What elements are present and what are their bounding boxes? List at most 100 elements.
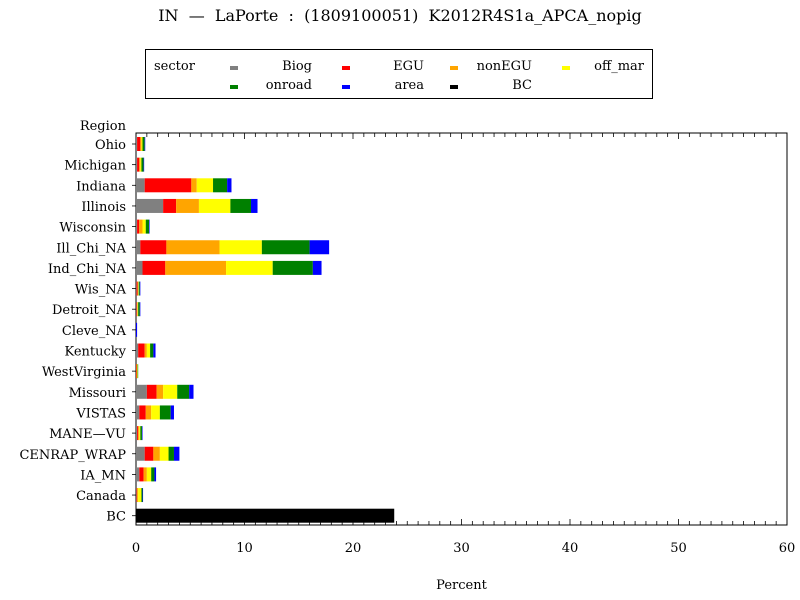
x-tick-label: 50: [670, 541, 687, 556]
bar-segment: [136, 157, 138, 172]
legend-label: onroad: [265, 78, 312, 93]
legend-swatch: [450, 85, 458, 89]
legend-label: off_mar: [594, 59, 644, 74]
bar-segment: [144, 343, 147, 358]
bar-segment: [140, 426, 142, 441]
bar-segment: [136, 384, 147, 399]
bar-segment: [136, 322, 138, 337]
bar-segment: [138, 343, 145, 358]
bar-segment: [136, 302, 137, 317]
bar-segment: [141, 137, 143, 151]
bar-segment: [136, 178, 145, 193]
legend-swatch: [562, 66, 570, 70]
bar-segment: [136, 260, 143, 275]
bar-segment: [138, 488, 142, 503]
bar-segment: [198, 198, 231, 213]
category-label: Michigan: [64, 159, 126, 174]
legend-swatch: [342, 66, 350, 70]
bar-segment: [154, 467, 157, 482]
legend-swatch: [230, 85, 238, 89]
bar-segment: [144, 446, 154, 461]
bar-segment: [163, 384, 178, 399]
bar-segment: [143, 467, 147, 482]
bar-segment: [139, 467, 144, 482]
bar-segment: [139, 219, 143, 234]
bar-segment: [138, 281, 140, 296]
bar-segment: [144, 178, 192, 193]
bar-segment: [136, 137, 138, 151]
x-tick-label: 40: [562, 541, 579, 556]
bar-segment: [168, 446, 174, 461]
bar-segment: [137, 219, 140, 234]
bar-segment: [251, 198, 258, 213]
bar-segment: [137, 302, 139, 317]
category-label: VISTAS: [75, 406, 126, 421]
bar-segment: [226, 260, 273, 275]
category-label: Indiana: [76, 179, 126, 194]
bar-segment: [227, 178, 232, 193]
bar-segment: [189, 384, 194, 399]
plot-frame: [135, 132, 788, 526]
bar-segment: [153, 343, 156, 358]
category-label: Illinois: [81, 200, 126, 215]
bar-segment: [142, 488, 144, 503]
bar-segment: [136, 426, 138, 441]
category-label: Wis_NA: [75, 283, 127, 298]
bar-segment: [140, 137, 142, 151]
bar-segment: [309, 240, 330, 255]
category-label: Cleve_NA: [62, 324, 127, 339]
bar-segment: [261, 240, 310, 255]
bar-segment: [136, 281, 137, 296]
bar-segment: [151, 467, 155, 482]
bar-segment: [142, 219, 146, 234]
bar-segment: [136, 364, 137, 379]
bar-segment: [159, 405, 171, 420]
bar-segment: [139, 281, 141, 296]
bar-segment: [137, 137, 141, 151]
bar-segment: [137, 302, 138, 317]
bar-segment: [138, 281, 139, 296]
bar-segment: [138, 302, 140, 317]
bar-segment: [196, 178, 214, 193]
category-label: Wisconsin: [59, 221, 126, 236]
bar-segment: [136, 198, 164, 213]
bar-segment: [230, 198, 252, 213]
bar-segment: [139, 426, 141, 441]
legend-label: Biog: [282, 59, 312, 74]
bar-segment: [136, 488, 137, 503]
bar-segment: [177, 384, 190, 399]
bar-segment: [136, 508, 395, 523]
bar-segment: [136, 240, 141, 255]
bar-segment: [219, 240, 262, 255]
category-label: Detroit_NA: [52, 303, 127, 318]
x-tick-label: 60: [779, 541, 796, 556]
category-label: Ohio: [95, 138, 126, 153]
x-tick-label: 10: [236, 541, 253, 556]
bar-segment: [139, 302, 141, 317]
bar-segment: [138, 426, 140, 441]
bar-segment: [173, 446, 180, 461]
category-label: MANE—VU: [49, 427, 126, 442]
category-label: Ind_Chi_NA: [48, 262, 127, 277]
category-label: CENRAP_WRAP: [19, 448, 126, 463]
legend-label: area: [394, 78, 424, 93]
bar-segment: [136, 302, 138, 317]
bar-segment: [137, 364, 138, 379]
bar-segment: [170, 405, 174, 420]
category-label: Canada: [76, 489, 126, 504]
bar-segment: [137, 426, 139, 441]
bar-segment: [141, 488, 143, 503]
bar-segment: [144, 137, 146, 151]
bar-segment: [142, 137, 145, 151]
bar-segment: [150, 343, 154, 358]
bar-segment: [143, 157, 145, 172]
bar-segment: [145, 405, 152, 420]
bar-segment: [140, 157, 142, 172]
bar-segment: [146, 343, 151, 358]
bar-segment: [163, 198, 177, 213]
bar-segment: [142, 260, 166, 275]
legend-swatch: [342, 85, 350, 89]
bar-segment: [165, 260, 227, 275]
bar-segment: [153, 446, 160, 461]
